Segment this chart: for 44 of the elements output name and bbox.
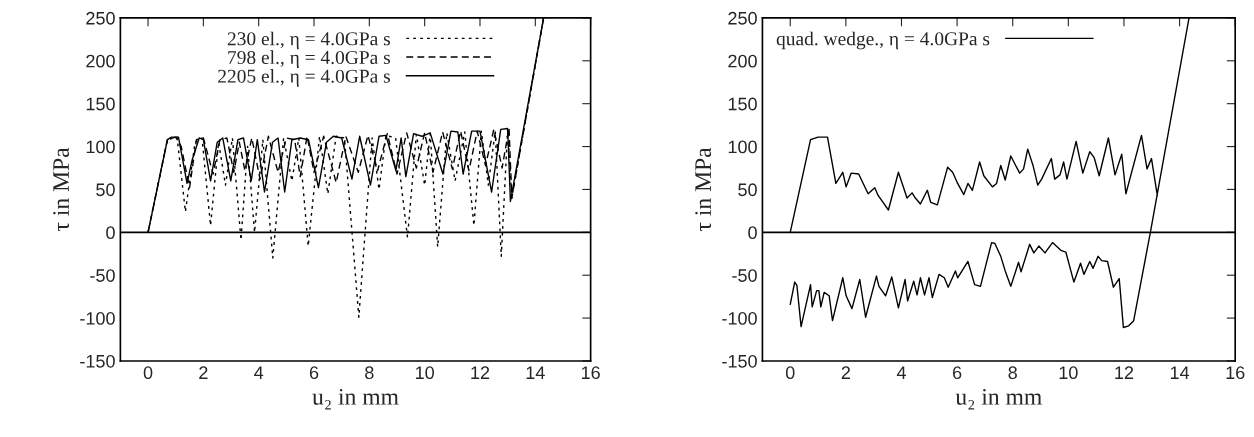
x-tick-label: 6: [952, 366, 962, 380]
x-axis-title: u₂ in mm: [955, 388, 1042, 410]
legend-label: 230 el., η = 4.0GPa s: [227, 31, 390, 50]
y-tick-label: 0: [106, 226, 115, 240]
y-tick-label: -50: [732, 269, 757, 282]
y-tick-label: 100: [86, 140, 115, 154]
y-tick-label: -150: [722, 354, 757, 368]
x-tick-label: 16: [581, 366, 600, 380]
x-tick-label: 6: [309, 366, 319, 380]
y-tick-label: 100: [728, 140, 757, 154]
legend-label: quad. wedge., η = 4.0GPa s: [776, 31, 990, 50]
legend-label: 2205 el., η = 4.0GPa s: [218, 69, 390, 87]
y-axis-title: τ in MPa: [695, 147, 712, 232]
y-tick-label: 200: [86, 54, 115, 68]
y-axis-title: τ in MPa: [53, 147, 70, 232]
x-tick-label: 4: [896, 366, 906, 379]
y-tick-label: 50: [738, 183, 757, 197]
y-tick-label: 50: [96, 183, 115, 197]
x-tick-label: 14: [1170, 366, 1190, 379]
x-tick-label: 10: [1059, 366, 1078, 380]
x-tick-label: 12: [1115, 366, 1134, 379]
y-tick-label: 250: [728, 11, 757, 25]
x-tick-label: 2: [841, 366, 850, 379]
y-tick-label: 150: [86, 97, 115, 111]
y-tick-label: -50: [90, 269, 115, 282]
x-tick-label: 12: [471, 366, 490, 379]
x-tick-label: 8: [1008, 366, 1017, 380]
y-tick-label: -150: [80, 354, 115, 368]
y-tick-label: 200: [728, 54, 757, 68]
x-tick-label: 2: [199, 366, 208, 379]
x-axis-title: u₂ in mm: [312, 388, 399, 410]
y-tick-label: 0: [748, 226, 757, 240]
legend-label: 798 el., η = 4.0GPa s: [228, 50, 390, 68]
y-tick-label: -100: [722, 312, 757, 325]
x-tick-label: 10: [416, 366, 434, 380]
x-tick-label: 4: [254, 366, 264, 379]
x-tick-label: 0: [143, 366, 153, 380]
x-tick-label: 16: [1226, 366, 1245, 380]
x-tick-label: 14: [526, 366, 545, 379]
y-tick-label: -100: [80, 312, 115, 325]
y-tick-label: 250: [86, 11, 115, 25]
y-tick-label: 150: [728, 97, 757, 111]
x-tick-label: 8: [365, 366, 374, 380]
x-tick-label: 0: [785, 366, 795, 380]
